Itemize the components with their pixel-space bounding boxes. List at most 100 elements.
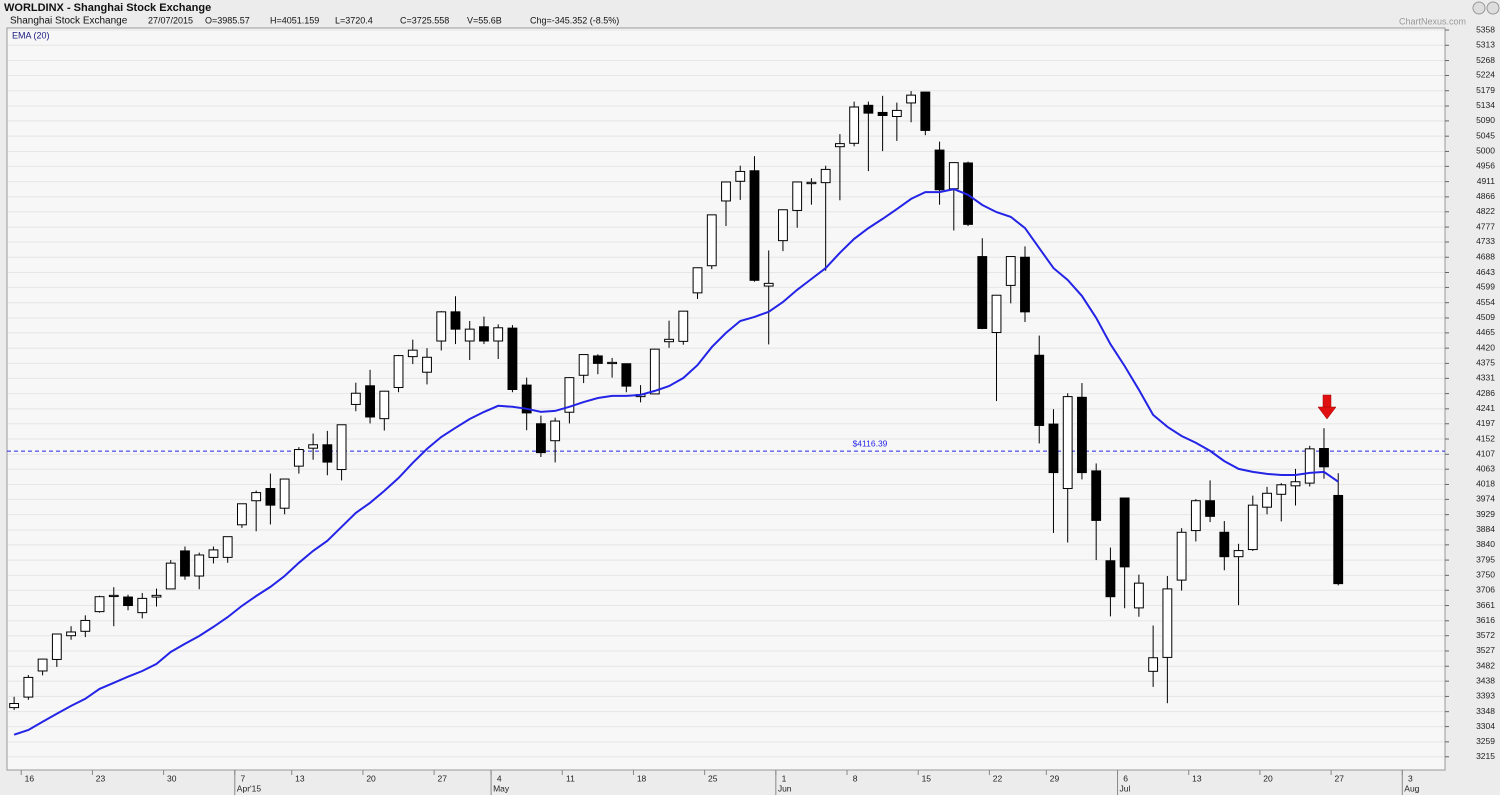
candle-body [1176,531,1187,581]
candle-body [137,597,148,614]
candle-body [208,549,219,558]
candle-body [564,377,575,413]
y-tick-label: 4822 [1476,206,1495,216]
y-tick-label: 4643 [1476,267,1495,277]
y-tick-label: 4375 [1476,358,1495,368]
candle-body [1219,531,1230,558]
x-tick-label: 20 [1263,773,1273,783]
y-tick-label: 3527 [1476,645,1495,655]
y-tick-label: 4018 [1476,479,1495,489]
y-tick-label: 5224 [1476,70,1495,80]
candle-body [436,311,447,342]
candle-body [1020,256,1030,313]
candle-body [1319,448,1329,468]
candle-body [393,355,404,388]
candle-body [94,596,105,613]
candle-body [350,392,361,405]
candle-body [607,361,618,365]
candle-body [977,256,988,329]
candle-body [1048,423,1059,474]
x-tick-label: 3 [1408,773,1413,783]
candle-body [806,181,817,185]
candle-body [1262,492,1272,508]
x-tick-label: 15 [922,773,932,783]
add-button[interactable] [1486,1,1500,15]
candle-body [1304,448,1315,484]
candle-body [920,91,931,131]
candle-body [1005,256,1016,286]
x-tick-label: 8 [853,773,858,783]
candle-body [578,354,589,376]
candle-body [407,349,418,358]
candle-body [778,209,788,242]
candle-body [279,478,290,509]
candle-body [365,385,375,418]
candle-body [891,109,902,118]
x-tick-label: 1 [782,773,787,783]
candle-body [535,423,546,454]
candle-body [180,550,190,577]
candle-body [151,594,162,598]
candle-body [479,326,489,342]
candle-body [664,338,674,343]
candle-body [1148,657,1159,672]
candle-body [706,214,717,267]
candle-body [165,562,176,590]
y-tick-label: 3661 [1476,600,1495,610]
candle-body [1290,481,1301,487]
candle-body [322,444,333,463]
x-tick-label: 6 [1123,773,1128,783]
y-tick-label: 4420 [1476,342,1495,352]
y-tick-label: 4509 [1476,312,1495,322]
x-tick-label: 27 [1334,773,1344,783]
x-tick-label: 16 [25,773,35,783]
y-tick-label: 5134 [1476,100,1495,110]
candle-body [592,355,603,364]
candle-body [863,104,874,114]
candle-body [1162,588,1173,658]
x-tick-label: 7 [241,773,246,783]
candle-body [678,310,689,342]
candle-body [1105,560,1116,598]
x-month-label: Jun [778,783,792,793]
candle-body [123,596,133,607]
candle-body [336,424,347,471]
plot: 3215325933043348339334383482352735723616… [7,24,1495,795]
y-tick-label: 5045 [1476,130,1495,140]
candle-body [1190,500,1201,532]
candle-body [1077,396,1087,474]
settings-button[interactable] [1472,1,1486,15]
candle-body [934,149,945,191]
candle-body [493,327,504,342]
y-tick-label: 3572 [1476,630,1495,640]
x-tick-label: 25 [708,773,718,783]
candle-body [265,488,276,506]
y-tick-label: 4554 [1476,297,1495,307]
candle-body [991,294,1002,334]
candle-body [906,94,917,104]
candle-body [820,168,831,184]
candle-body [1062,396,1073,490]
y-tick-label: 4956 [1476,161,1495,171]
y-tick-label: 3259 [1476,736,1495,746]
candle-body [293,449,304,467]
candle-body [948,162,959,190]
candle-body [422,356,432,373]
y-tick-label: 4599 [1476,282,1495,292]
candle-body [66,631,76,637]
y-tick-label: 5313 [1476,40,1495,50]
candle-body [1233,550,1244,558]
y-tick-label: 4197 [1476,418,1495,428]
candle-body [834,143,845,148]
y-tick-label: 3348 [1476,706,1495,716]
candle-body [308,444,319,449]
y-tick-label: 5358 [1476,24,1495,34]
x-tick-label: 13 [295,773,305,783]
candle-body [721,181,731,202]
quote-date: 27/07/2015 [148,15,193,25]
y-tick-label: 4688 [1476,251,1495,261]
quote-open: O=3985.57 [205,15,250,25]
candle-body [108,594,119,598]
